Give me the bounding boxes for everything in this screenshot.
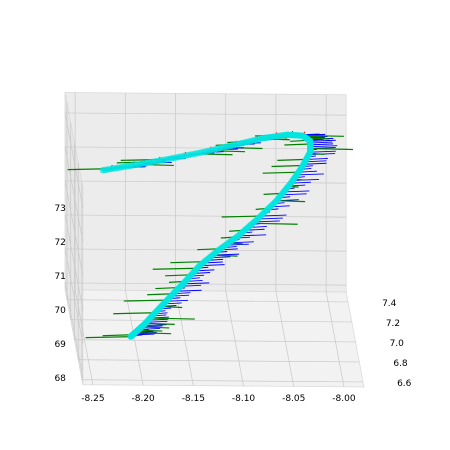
x-tick-label: -8.05 [282, 394, 305, 404]
y-quiver [276, 200, 306, 203]
grid-line-z-side [64, 282, 84, 378]
y-quiver [284, 143, 311, 146]
x-quiver [310, 143, 334, 146]
grid-line-z-side [64, 248, 84, 344]
x-tick-label: -8.20 [131, 394, 155, 404]
y-quiver [123, 299, 168, 302]
z-tick-label: 70 [54, 306, 66, 316]
grid-line-y-floor [81, 379, 364, 383]
y-tick-label: 7.0 [390, 339, 405, 349]
axes-ticks: -8.25 -8.20 -8.15 -8.10 -8.05 -8.00 6.6 6.8 7.0 7… [54, 204, 411, 404]
grid-line-x-floor [175, 290, 194, 386]
grid-line-z-back [65, 282, 347, 286]
y-quiver [102, 334, 133, 337]
y-quiver [85, 336, 131, 339]
x-quiver [281, 193, 307, 196]
y-quiver [135, 332, 172, 335]
grid-line-z-back [65, 146, 347, 150]
x-quiver [310, 139, 336, 142]
x-tick-label: -8.10 [232, 394, 256, 404]
y-quiver [170, 261, 205, 264]
y-quiver [271, 164, 303, 168]
z-tick-label: 68 [54, 374, 66, 384]
trajectory-point [99, 167, 107, 174]
y-quiver [252, 222, 298, 225]
grid-line-z-side [64, 146, 84, 242]
x-quiver [310, 150, 336, 153]
y-quiver [221, 215, 261, 218]
grid-line-z-side [64, 112, 84, 208]
x-quiver [283, 190, 310, 193]
y-quiver [145, 322, 175, 325]
grid-line-y-floor [66, 299, 349, 303]
x-quiver [292, 178, 320, 181]
trajectory-marks [67, 130, 353, 340]
x-tick-label: -8.15 [182, 394, 205, 404]
grid-line-x-floor [225, 290, 244, 387]
grid-line-y-floor [70, 319, 352, 323]
x-quiver [303, 162, 327, 165]
y-quiver [310, 147, 353, 151]
y-quiver [141, 326, 170, 329]
floor-pane [64, 289, 365, 388]
grid-line-z-side [64, 214, 84, 310]
grid-line-z-back [65, 112, 347, 116]
grid-line-z-back [65, 214, 347, 218]
x-tick-label: -8.25 [81, 394, 104, 404]
y-quiver [152, 267, 198, 270]
grid-line-x-floor [325, 291, 345, 387]
z-tick-label: 71 [54, 272, 65, 282]
grid-line-y-floor [78, 359, 360, 363]
z-tick-label: 72 [54, 238, 65, 248]
y-quiver [262, 171, 299, 174]
y-tick-label: 7.4 [382, 299, 397, 309]
x-quiver [296, 173, 324, 176]
x-quiver [310, 141, 333, 144]
y-tick-label: 7.2 [386, 319, 400, 329]
y-quiver [277, 158, 307, 162]
grid-line-z-side [64, 180, 84, 276]
z-tick-label: 69 [54, 340, 66, 350]
y-tick-label: 6.6 [397, 379, 412, 389]
x-quiver [310, 145, 338, 148]
grid-line-y-floor [74, 339, 356, 343]
grid-line-x-floor [275, 291, 295, 387]
y-quiver [150, 317, 195, 320]
y-quiver [113, 312, 156, 315]
x-tick-label: -8.00 [332, 394, 356, 404]
y-tick-label: 6.8 [393, 359, 408, 369]
grid-line-z-back [65, 248, 347, 252]
z-tick-label: 73 [54, 204, 65, 214]
